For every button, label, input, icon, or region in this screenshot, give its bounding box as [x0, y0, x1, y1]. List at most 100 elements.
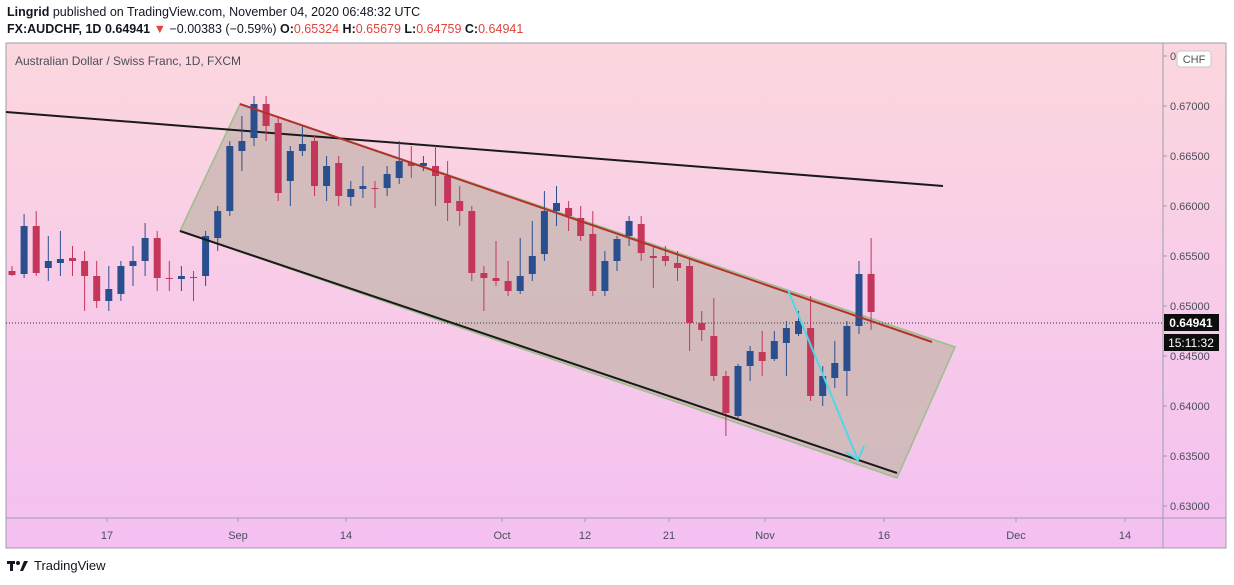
- candle-body-bull: [855, 274, 863, 326]
- candle[interactable]: [69, 246, 76, 276]
- candle-body-bear: [807, 328, 815, 396]
- candle-body-bear: [661, 256, 669, 261]
- candle[interactable]: [250, 96, 258, 146]
- candle[interactable]: [553, 186, 560, 226]
- candle[interactable]: [456, 186, 464, 226]
- candle[interactable]: [758, 331, 766, 376]
- candle[interactable]: [177, 266, 185, 291]
- candle[interactable]: [504, 261, 512, 296]
- time-tick-label: Sep: [228, 530, 248, 542]
- drawings-layer: [5, 103, 957, 479]
- candle[interactable]: [274, 116, 282, 201]
- candle[interactable]: [335, 156, 343, 206]
- regression-channel[interactable]: [178, 103, 957, 479]
- candle[interactable]: [492, 241, 500, 286]
- currency-badge[interactable]: CHF: [1176, 50, 1212, 68]
- candle[interactable]: [577, 206, 585, 241]
- arrow-head-icon: [845, 445, 865, 462]
- time-tick-label: 16: [878, 530, 890, 542]
- candle[interactable]: [468, 206, 476, 281]
- candle-body-bear: [577, 218, 585, 236]
- candle[interactable]: [419, 156, 427, 171]
- candle[interactable]: [8, 266, 16, 276]
- candle[interactable]: [153, 231, 161, 291]
- candle[interactable]: [190, 271, 197, 301]
- candle[interactable]: [129, 246, 137, 286]
- candle[interactable]: [516, 238, 524, 294]
- candle[interactable]: [734, 364, 742, 418]
- price-axis[interactable]: 0.675000.670000.665000.660000.655000.650…: [1163, 51, 1210, 513]
- candle-body-bull: [129, 261, 137, 266]
- candle[interactable]: [117, 261, 125, 301]
- time-tick-label: 12: [579, 530, 591, 542]
- candle[interactable]: [831, 341, 839, 388]
- candle[interactable]: [867, 238, 875, 330]
- candle-body-bull: [540, 211, 548, 254]
- high-label: H:: [342, 22, 356, 36]
- tradingview-wordmark: TradingView: [34, 558, 106, 573]
- candle[interactable]: [843, 321, 851, 396]
- candle[interactable]: [807, 296, 815, 401]
- candle[interactable]: [855, 261, 863, 334]
- candle[interactable]: [286, 146, 294, 206]
- candle[interactable]: [44, 236, 52, 281]
- channel-lower-line[interactable]: [179, 230, 898, 474]
- candle-body-bull: [250, 104, 258, 138]
- candle[interactable]: [81, 251, 89, 311]
- candle[interactable]: [649, 246, 657, 288]
- candle[interactable]: [347, 181, 355, 206]
- candle[interactable]: [746, 346, 754, 381]
- time-axis[interactable]: 17 Sep 14 Oct 12 21 Nov 16 Dec 14: [101, 518, 1131, 542]
- candle[interactable]: [686, 258, 694, 351]
- candle[interactable]: [395, 141, 403, 184]
- candle[interactable]: [311, 136, 318, 196]
- candle[interactable]: [613, 236, 621, 271]
- candle[interactable]: [141, 223, 149, 276]
- tradingview-brand[interactable]: TradingView: [7, 558, 106, 573]
- candle[interactable]: [540, 191, 548, 261]
- forecast-arrow[interactable]: [787, 289, 859, 461]
- candle[interactable]: [323, 156, 331, 201]
- candle[interactable]: [238, 116, 246, 171]
- candle[interactable]: [782, 321, 790, 376]
- candle[interactable]: [625, 216, 633, 246]
- candle[interactable]: [528, 221, 536, 281]
- candle[interactable]: [165, 261, 173, 291]
- instrument-title: Australian Dollar / Swiss Franc, 1D, FXC…: [15, 54, 241, 68]
- candle[interactable]: [32, 211, 40, 276]
- candle-body-bull: [298, 144, 306, 151]
- candle-body-bull: [782, 328, 790, 343]
- candle[interactable]: [770, 331, 778, 361]
- candle[interactable]: [371, 181, 379, 208]
- candle-body-bull: [419, 163, 427, 166]
- candle-body-bear: [686, 266, 694, 323]
- price-tag-box: [1164, 314, 1219, 331]
- candle[interactable]: [674, 251, 681, 281]
- channel-upper-line[interactable]: [239, 103, 933, 343]
- candle[interactable]: [383, 166, 391, 196]
- candle[interactable]: [226, 141, 234, 216]
- candle[interactable]: [601, 251, 609, 296]
- candle[interactable]: [710, 298, 718, 381]
- candle-body-bear: [468, 211, 476, 273]
- candle[interactable]: [722, 371, 730, 436]
- candle-body-bull: [20, 226, 28, 274]
- open-label: O:: [279, 22, 294, 36]
- candle[interactable]: [56, 231, 64, 276]
- candle[interactable]: [298, 126, 306, 156]
- candle[interactable]: [20, 214, 28, 278]
- publisher-name[interactable]: Lingrid: [7, 5, 50, 19]
- candle[interactable]: [637, 216, 645, 261]
- price-tag-value: 0.64941: [1169, 316, 1213, 330]
- candle[interactable]: [698, 311, 706, 341]
- candle[interactable]: [105, 266, 113, 311]
- candle[interactable]: [93, 261, 101, 308]
- candle-body-bull: [516, 276, 524, 291]
- candle[interactable]: [359, 166, 367, 198]
- candle[interactable]: [444, 161, 452, 221]
- candle[interactable]: [480, 266, 488, 311]
- candle[interactable]: [262, 96, 270, 141]
- descending-trendline[interactable]: [5, 111, 944, 187]
- price-tick-label: 0.63500: [1170, 451, 1210, 463]
